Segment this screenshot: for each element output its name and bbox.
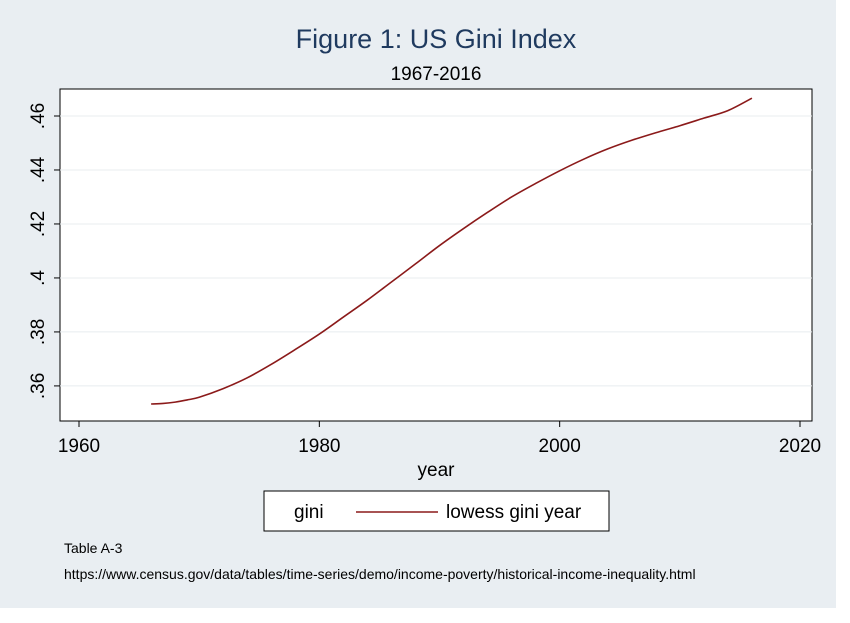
y-tick-label: .42 bbox=[28, 211, 49, 237]
series-layer bbox=[151, 97, 753, 405]
gridlines bbox=[60, 115, 812, 387]
note-source-table: Table A-3 bbox=[64, 540, 123, 556]
y-tick-label: .4 bbox=[28, 270, 49, 286]
y-tick-label: .44 bbox=[28, 156, 49, 183]
x-tick-label: 1960 bbox=[58, 436, 100, 457]
x-tick-label: 2000 bbox=[539, 436, 581, 457]
y-axis: .36 .38 .4 .42 .44 .46 bbox=[28, 103, 60, 399]
chart: Figure 1: US Gini Index 1967-2016 .36 .38… bbox=[28, 24, 821, 532]
series-line-lowess bbox=[151, 97, 753, 405]
y-tick-label: .38 bbox=[28, 319, 49, 345]
x-axis-label: year bbox=[418, 460, 456, 481]
x-axis: 1960 1980 2000 2020 bbox=[58, 421, 821, 457]
y-tick-label: .46 bbox=[28, 103, 49, 129]
plot-area bbox=[59, 88, 813, 422]
legend-label-gini: gini bbox=[294, 502, 324, 523]
chart-title: Figure 1: US Gini Index bbox=[296, 24, 577, 54]
graph-region: Figure 1: US Gini Index 1967-2016 .36 .38… bbox=[0, 0, 836, 608]
legend: gini lowess gini year bbox=[263, 490, 610, 532]
chart-subtitle: 1967-2016 bbox=[391, 64, 482, 85]
legend-label-lowess: lowess gini year bbox=[446, 502, 582, 523]
note-source-url: https://www.census.gov/data/tables/time-… bbox=[64, 566, 696, 582]
x-tick-label: 1980 bbox=[298, 436, 340, 457]
legend-box bbox=[263, 490, 610, 532]
x-tick-label: 2020 bbox=[779, 436, 821, 457]
y-tick-label: .36 bbox=[28, 373, 49, 399]
